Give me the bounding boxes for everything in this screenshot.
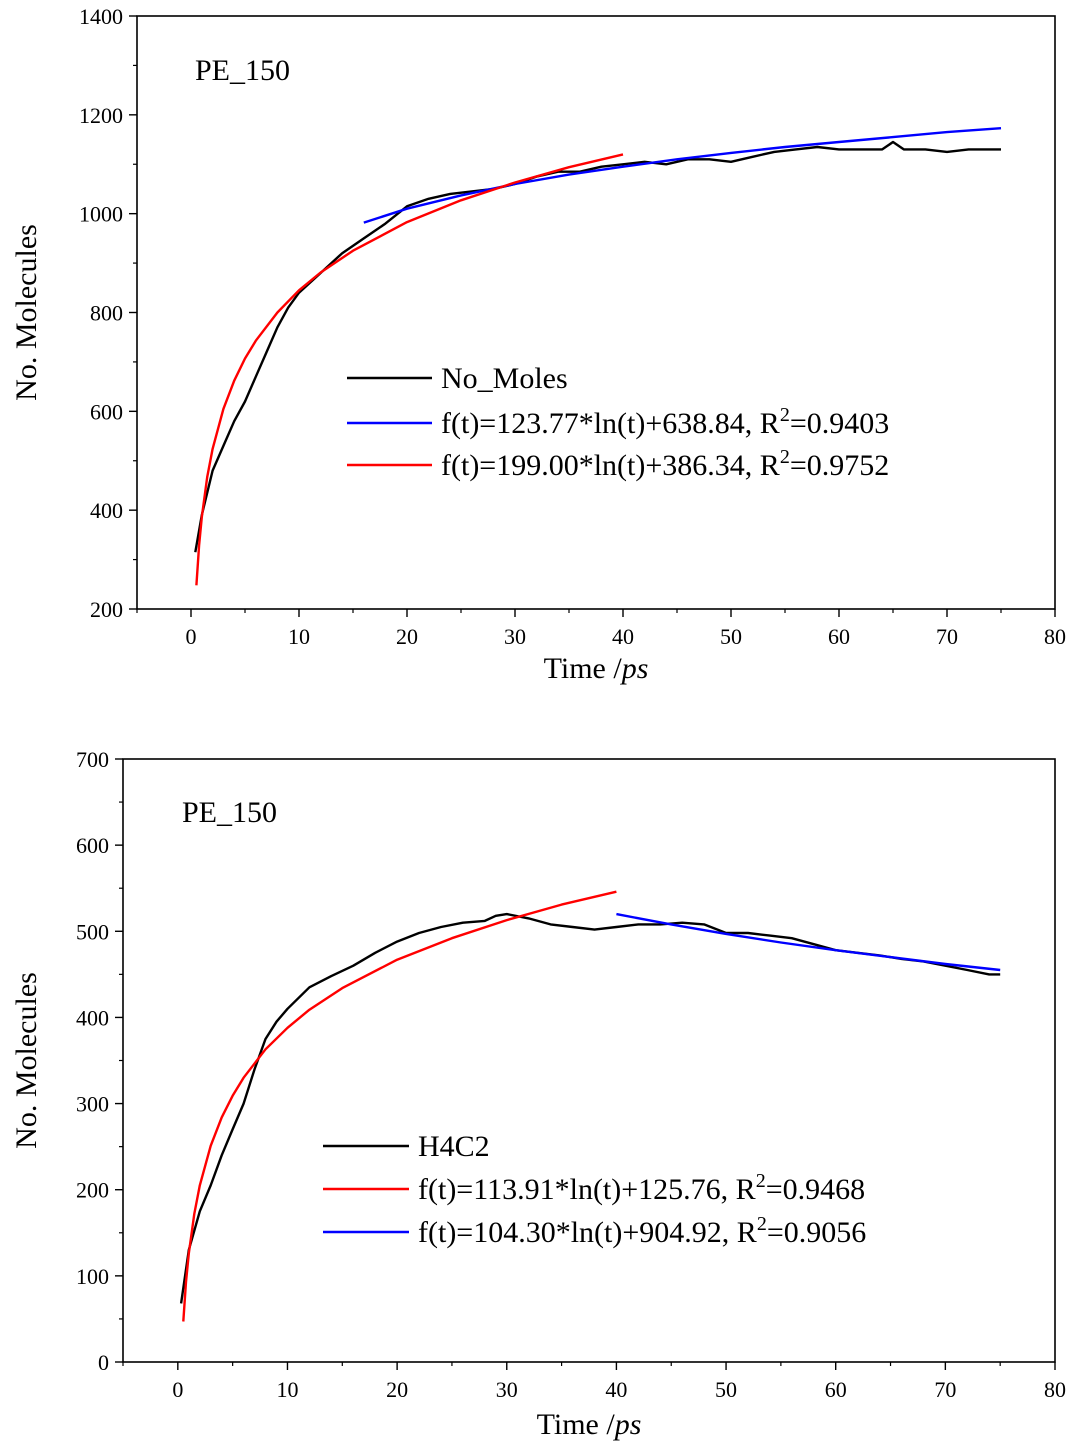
x-tick-label: 20: [396, 624, 418, 649]
plot-frame: [122, 758, 1056, 1363]
legend-label-sup: 2: [756, 1170, 766, 1192]
y-tick-label: 200: [90, 597, 123, 622]
x-tick-label: 0: [172, 1377, 183, 1402]
y-tick-label: 800: [90, 301, 123, 326]
y-tick-label: 1400: [79, 4, 123, 29]
legend-label-tail: =0.9752: [790, 449, 889, 482]
y-tick-label: 300: [76, 1092, 109, 1117]
series-line-2: [363, 127, 1002, 224]
y-tick-label: 1200: [79, 103, 123, 128]
series-line-2: [182, 890, 617, 1322]
x-tick-label: 70: [934, 1377, 956, 1402]
x-axis-label-unit: ps: [620, 652, 649, 685]
x-tick-label: 40: [605, 1377, 627, 1402]
panel-title: PE_150: [182, 796, 277, 829]
legend-label-tail: =0.9403: [790, 407, 889, 440]
plot-frame: [136, 15, 1056, 610]
series-line-3: [616, 912, 1001, 972]
series-line-3: [195, 153, 624, 586]
legend-label-sup: 2: [780, 446, 790, 468]
x-axis-label-sep: /: [599, 1408, 616, 1441]
legend-label-sup: 2: [757, 1213, 767, 1235]
x-tick-label: 40: [612, 624, 634, 649]
y-tick-label: 600: [76, 833, 109, 858]
legend-label: f(t)=199.00*ln(t)+386.34, R2=0.9752: [441, 446, 889, 482]
chart-panel-top: 0 10 20 30 40 50 60 70 80 200 400 600 800 1000 1200 140…: [10, 4, 1066, 685]
legend-label: No_Moles: [441, 362, 568, 395]
y-tick-label: 600: [90, 399, 123, 424]
y-tick-label: 700: [76, 747, 109, 772]
x-tick-label: 80: [1044, 1377, 1066, 1402]
x-axis-label-unit: ps: [613, 1408, 642, 1441]
legend-label-text: f(t)=113.91*ln(t)+125.76, R: [418, 1173, 756, 1206]
x-tick-label: 60: [825, 1377, 847, 1402]
legend-label-tail: =0.9056: [767, 1216, 866, 1249]
x-tick-label: 70: [936, 624, 958, 649]
x-tick-label: 80: [1044, 624, 1066, 649]
y-tick-label: 400: [76, 1005, 109, 1030]
y-tick-label: 500: [76, 919, 109, 944]
x-tick-label: 30: [504, 624, 526, 649]
y-axis-label: No. Molecules: [10, 224, 43, 401]
x-axis-label-text: Time: [537, 1408, 599, 1441]
x-tick-label: 60: [828, 624, 850, 649]
y-tick-label: 200: [76, 1178, 109, 1203]
legend-label-sup: 2: [780, 404, 790, 426]
legend-label-text: No_Moles: [441, 362, 568, 395]
y-tick-label: 0: [98, 1350, 109, 1375]
legend-label-text: f(t)=199.00*ln(t)+386.34, R: [441, 449, 780, 482]
legend-label: f(t)=113.91*ln(t)+125.76, R2=0.9468: [418, 1170, 865, 1206]
y-axis-label: No. Molecules: [10, 972, 43, 1149]
x-tick-label: 50: [720, 624, 742, 649]
x-tick-label: 30: [496, 1377, 518, 1402]
panel-title: PE_150: [195, 54, 290, 87]
y-tick-label: 1000: [79, 202, 123, 227]
legend-label: f(t)=123.77*ln(t)+638.84, R2=0.9403: [441, 404, 889, 440]
legend-label-text: f(t)=123.77*ln(t)+638.84, R: [441, 407, 780, 440]
series-line-1: [194, 140, 1001, 553]
x-tick-label: 20: [386, 1377, 408, 1402]
legend-label-text: H4C2: [418, 1130, 490, 1163]
y-tick-label: 400: [90, 498, 123, 523]
legend-label-text: f(t)=104.30*ln(t)+904.92, R: [418, 1216, 757, 1249]
x-axis-label-text: Time: [544, 652, 606, 685]
legend-label: f(t)=104.30*ln(t)+904.92, R2=0.9056: [418, 1213, 866, 1249]
x-tick-label: 10: [276, 1377, 298, 1402]
x-axis-label: Time /ps: [537, 1408, 642, 1441]
x-tick-label: 10: [288, 624, 310, 649]
chart-panel-bottom: 0 10 20 30 40 50 60 70 80 0 100 200 300 400 500 600 700 T…: [10, 747, 1066, 1441]
legend-label: H4C2: [418, 1130, 490, 1163]
x-tick-label: 50: [715, 1377, 737, 1402]
x-axis-label: Time /ps: [544, 652, 649, 685]
y-tick-label: 100: [76, 1264, 109, 1289]
x-axis-label-sep: /: [606, 652, 623, 685]
x-tick-label: 0: [186, 624, 197, 649]
legend-label-tail: =0.9468: [766, 1173, 865, 1206]
